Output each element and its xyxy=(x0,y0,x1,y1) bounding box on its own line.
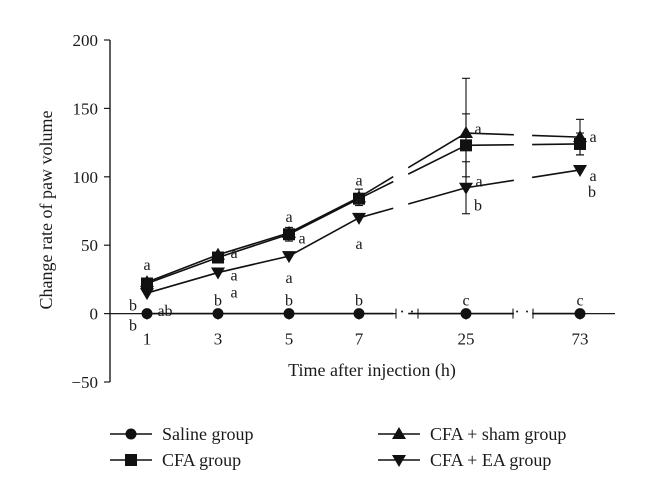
y-tick-label: 200 xyxy=(73,31,99,50)
cfa-ea-group-line xyxy=(465,179,515,189)
cfa-group-data-label: a xyxy=(230,268,237,285)
cfa-ea-group-point xyxy=(352,212,366,225)
cfa-sham-group-point xyxy=(459,126,473,139)
cfa-ea-group-data-label: a xyxy=(230,285,237,302)
cfa-group-data-label: a xyxy=(298,230,305,247)
saline-group-point xyxy=(141,308,153,320)
saline-group-point xyxy=(283,308,295,320)
saline-group-point xyxy=(574,308,586,320)
lines-layer xyxy=(146,132,581,315)
cfa-group-line xyxy=(532,143,581,146)
cfa-group-data-label: a xyxy=(475,173,482,190)
saline-group-data-label: b xyxy=(214,293,222,310)
x-tick-label: 1 xyxy=(143,330,152,349)
legend: Saline group CFA group CFA + sham group CFA… xyxy=(110,424,566,470)
y-tick-label: −50 xyxy=(71,373,98,392)
cfa-sham-group-point xyxy=(573,130,587,143)
cfa-ea-group-data-label: ab xyxy=(157,303,172,320)
cfa-ea-group-legend-label: CFA + EA group xyxy=(430,450,551,470)
saline-group-point xyxy=(460,308,472,320)
cfa-sham-group-line xyxy=(407,132,467,169)
cfa-group-line xyxy=(407,144,467,175)
cfa-sham-group-point xyxy=(140,275,154,288)
cfa-group-legend-label: CFA group xyxy=(162,450,241,470)
cfa-sham-group-legend-marker xyxy=(392,427,406,439)
y-tick-label: 0 xyxy=(90,305,99,324)
saline-group-data-label: b xyxy=(355,293,363,310)
cfa-ea-group-line xyxy=(358,207,394,219)
cfa-sham-group-point xyxy=(282,225,296,238)
saline-group-legend-marker xyxy=(125,428,137,440)
cfa-ea-group-data-label: b xyxy=(474,198,482,215)
cfa-sham-group-data-label: a xyxy=(474,121,481,138)
cfa-ea-group-data-label: a xyxy=(285,270,292,287)
x-tick-label: 73 xyxy=(572,330,589,349)
x-tick-label: 7 xyxy=(355,330,364,349)
error-bars-layer xyxy=(285,77,584,242)
cfa-sham-group-point xyxy=(211,247,225,260)
cfa-sham-group-legend-label: CFA + sham group xyxy=(430,424,566,444)
saline-group-data-label: c xyxy=(462,293,469,310)
y-tick-label: 150 xyxy=(73,99,99,118)
cfa-group-data-label: a xyxy=(355,191,362,208)
cfa-ea-group-point xyxy=(573,164,587,177)
cfa-ea-group-legend-marker xyxy=(392,455,406,467)
saline-group-data-label: b xyxy=(285,293,293,310)
axis-break-mark: · · xyxy=(514,302,530,321)
saline-group-data-label: c xyxy=(576,293,583,310)
cfa-ea-group-data-label: b xyxy=(588,184,596,201)
cfa-group-legend-marker xyxy=(125,454,137,466)
saline-group-legend-label: Saline group xyxy=(162,424,254,444)
cfa-sham-group-line xyxy=(532,134,581,138)
cfa-group-line xyxy=(465,143,514,147)
x-axis-title: Time after injection (h) xyxy=(288,360,456,381)
cfa-ea-group-data-label: a xyxy=(355,236,362,253)
cfa-group-data-label: a xyxy=(589,168,596,185)
x-tick-label: 3 xyxy=(214,330,223,349)
y-axis-title: Change rate of paw volume xyxy=(36,111,56,310)
cfa-sham-group-data-label: a xyxy=(589,129,596,146)
cfa-sham-group-data-label: a xyxy=(143,257,150,274)
ticks-layer: 200 150 100 50 0 −50 1 3 5 7 25 73 xyxy=(71,31,588,392)
cfa-group-line xyxy=(146,197,360,285)
cfa-group-point xyxy=(460,139,472,152)
extra-data-label: b xyxy=(129,297,137,314)
cfa-sham-group-data-label: a xyxy=(355,172,362,189)
y-tick-label: 50 xyxy=(81,236,98,255)
cfa-ea-group-line xyxy=(531,169,581,179)
cfa-sham-group-line xyxy=(465,132,514,136)
cfa-ea-group-line xyxy=(408,186,467,205)
saline-group-point xyxy=(353,308,365,320)
x-tick-label: 5 xyxy=(285,330,294,349)
cfa-sham-group-data-label: a xyxy=(285,209,292,226)
cfa-sham-group-line xyxy=(146,196,360,283)
cfa-sham-group-data-label: a xyxy=(230,245,237,262)
cfa-ea-group-point xyxy=(282,251,296,264)
cfa-ea-group-line xyxy=(146,217,360,294)
saline-group-data-label: b xyxy=(129,318,137,335)
axis-break-mark: · · xyxy=(399,302,415,321)
markers-layer xyxy=(140,126,587,320)
cfa-sham-group-point xyxy=(352,190,366,203)
cfa-ea-group-point xyxy=(211,267,225,280)
x-tick-label: 25 xyxy=(458,330,475,349)
cfa-ea-group-point xyxy=(459,182,473,195)
cfa-ea-group-point xyxy=(140,288,154,301)
saline-group-point xyxy=(212,308,224,320)
y-tick-label: 100 xyxy=(73,168,99,187)
